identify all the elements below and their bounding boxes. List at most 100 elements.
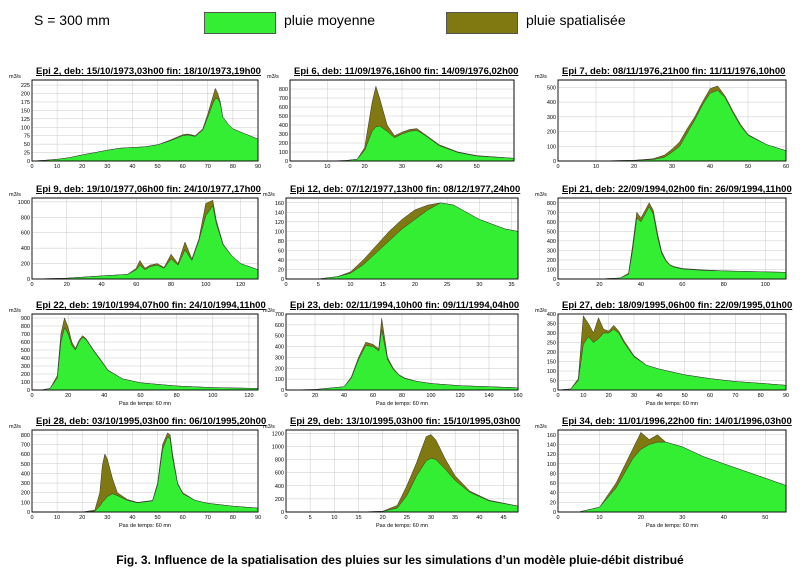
y-tick-label: 120 — [547, 452, 556, 458]
legend-swatch-moyenne — [204, 12, 276, 34]
y-tick-label: 60 — [278, 248, 284, 254]
y-tick-label: 200 — [21, 491, 30, 497]
chart-svg: Epi 29, deb: 13/10/1995,03h00 fin: 15/10… — [263, 416, 520, 529]
x-tick-label: 80 — [230, 164, 236, 170]
hydrograph-panel-epi-9: Epi 9, deb: 19/10/1977,06h00 fin: 24/10/… — [8, 182, 264, 292]
plot-border — [31, 79, 259, 162]
x-tick-label: 20 — [64, 282, 70, 288]
y-tick-label: 600 — [21, 452, 30, 458]
plot-border — [285, 197, 519, 280]
x-tick-label: 80 — [174, 393, 180, 399]
y-tick-label: 100 — [279, 150, 288, 156]
x-tick-label: 50 — [762, 515, 768, 521]
y-axis-unit: m3/s — [535, 424, 547, 430]
y-tick-label: 400 — [21, 246, 30, 252]
x-tick-label: 10 — [54, 164, 60, 170]
x-tick-label: 30 — [679, 515, 685, 521]
x-tick-label: 20 — [362, 164, 368, 170]
x-axis-label: Pas de temps: 60 mn — [376, 523, 428, 529]
y-tick-label: 200 — [547, 350, 556, 356]
hydrograph-panel-epi-7: Epi 7, deb: 08/11/1976,21h00 fin: 11/11/… — [534, 64, 792, 174]
x-axis-label: Pas de temps: 60 mn — [376, 401, 428, 407]
y-tick-label: 175 — [21, 100, 30, 106]
x-tick-label: 70 — [205, 164, 211, 170]
x-tick-label: 120 — [244, 393, 253, 399]
series-area-moyenne — [31, 205, 259, 280]
x-tick-label: 30 — [104, 164, 110, 170]
plot-border — [31, 197, 259, 280]
x-tick-label: 60 — [137, 393, 143, 399]
y-tick-label: 700 — [21, 332, 30, 338]
x-tick-label: 140 — [484, 393, 493, 399]
x-tick-label: 0 — [284, 282, 287, 288]
y-tick-label: 0 — [553, 159, 556, 165]
x-tick-label: 20 — [79, 164, 85, 170]
x-tick-label: 100 — [201, 282, 210, 288]
x-tick-label: 80 — [758, 393, 764, 399]
x-tick-label: 0 — [556, 282, 559, 288]
y-tick-label: 800 — [21, 324, 30, 330]
x-tick-label: 80 — [230, 515, 236, 521]
y-tick-label: 0 — [553, 510, 556, 516]
y-tick-label: 80 — [550, 471, 556, 477]
y-tick-label: 300 — [279, 132, 288, 138]
chart-svg: Epi 22, deb: 19/10/1994,07h00 fin: 24/10… — [9, 300, 266, 407]
y-tick-label: 500 — [275, 334, 284, 340]
chart-title: Epi 34, deb: 11/01/1996,22h00 fin: 14/01… — [562, 416, 792, 427]
y-tick-label: 300 — [547, 248, 556, 254]
y-tick-label: 160 — [547, 433, 556, 439]
x-tick-label: 100 — [761, 282, 770, 288]
y-tick-label: 400 — [547, 100, 556, 106]
y-tick-label: 80 — [278, 239, 284, 245]
chart-title: Epi 29, deb: 13/10/1995,03h00 fin: 15/10… — [290, 416, 520, 427]
y-tick-label: 100 — [547, 369, 556, 375]
y-tick-label: 400 — [21, 471, 30, 477]
plot-border — [285, 429, 519, 513]
series-area-moyenne — [558, 206, 787, 280]
y-tick-label: 200 — [21, 262, 30, 268]
y-tick-label: 120 — [275, 220, 284, 226]
plot-border — [31, 313, 259, 391]
y-tick-label: 700 — [547, 210, 556, 216]
hydrograph-panel-epi-6: Epi 6, deb: 11/09/1976,16h00 fin: 14/09/… — [266, 64, 520, 174]
x-tick-label: 20 — [79, 515, 85, 521]
hydrograph-panel-epi-12: Epi 12, deb: 07/12/1977,13h00 fin: 08/12… — [262, 182, 524, 292]
x-tick-label: 120 — [455, 393, 464, 399]
y-tick-label: 400 — [547, 312, 556, 318]
x-tick-label: 10 — [596, 515, 602, 521]
x-tick-label: 60 — [783, 164, 789, 170]
x-axis-label: Pas de temps: 60 mn — [646, 523, 698, 529]
y-tick-label: 600 — [21, 231, 30, 237]
x-tick-label: 15 — [355, 515, 361, 521]
y-tick-label: 600 — [21, 340, 30, 346]
y-axis-unit: m3/s — [9, 424, 21, 430]
hydrograph-panel-epi-28: Epi 28, deb: 03/10/1995,03h00 fin: 06/10… — [8, 414, 266, 532]
y-tick-label: 200 — [547, 258, 556, 264]
y-tick-label: 0 — [281, 277, 284, 283]
y-tick-label: 200 — [21, 92, 30, 98]
hydrograph-panel-epi-34: Epi 34, deb: 11/01/1996,22h00 fin: 14/01… — [534, 414, 792, 532]
x-tick-label: 40 — [101, 393, 107, 399]
x-tick-label: 0 — [30, 282, 33, 288]
x-tick-label: 50 — [154, 515, 160, 521]
x-tick-label: 5 — [309, 515, 312, 521]
x-tick-label: 0 — [30, 515, 33, 521]
hydrograph-panel-epi-2: Epi 2, deb: 15/10/1973,03h00 fin: 18/10/… — [8, 64, 264, 174]
y-tick-label: 200 — [547, 130, 556, 136]
y-tick-label: 150 — [21, 108, 30, 114]
chart-title: Epi 22, deb: 19/10/1994,07h00 fin: 24/10… — [36, 300, 266, 311]
y-tick-label: 0 — [281, 388, 284, 394]
y-tick-label: 250 — [547, 341, 556, 347]
x-tick-label: 90 — [255, 515, 261, 521]
x-tick-label: 40 — [98, 282, 104, 288]
x-tick-label: 40 — [129, 164, 135, 170]
y-tick-label: 100 — [547, 144, 556, 150]
x-tick-label: 25 — [444, 282, 450, 288]
y-tick-label: 160 — [275, 201, 284, 207]
chart-svg: Epi 34, deb: 11/01/1996,22h00 fin: 14/01… — [535, 416, 792, 529]
chart-svg: Epi 7, deb: 08/11/1976,21h00 fin: 11/11/… — [535, 66, 789, 170]
figure-caption: Fig. 3. Influence de la spatialisation d… — [116, 553, 684, 567]
chart-title: Epi 21, deb: 22/09/1994,02h00 fin: 26/09… — [562, 184, 792, 195]
x-tick-label: 25 — [404, 515, 410, 521]
x-tick-label: 0 — [284, 393, 287, 399]
